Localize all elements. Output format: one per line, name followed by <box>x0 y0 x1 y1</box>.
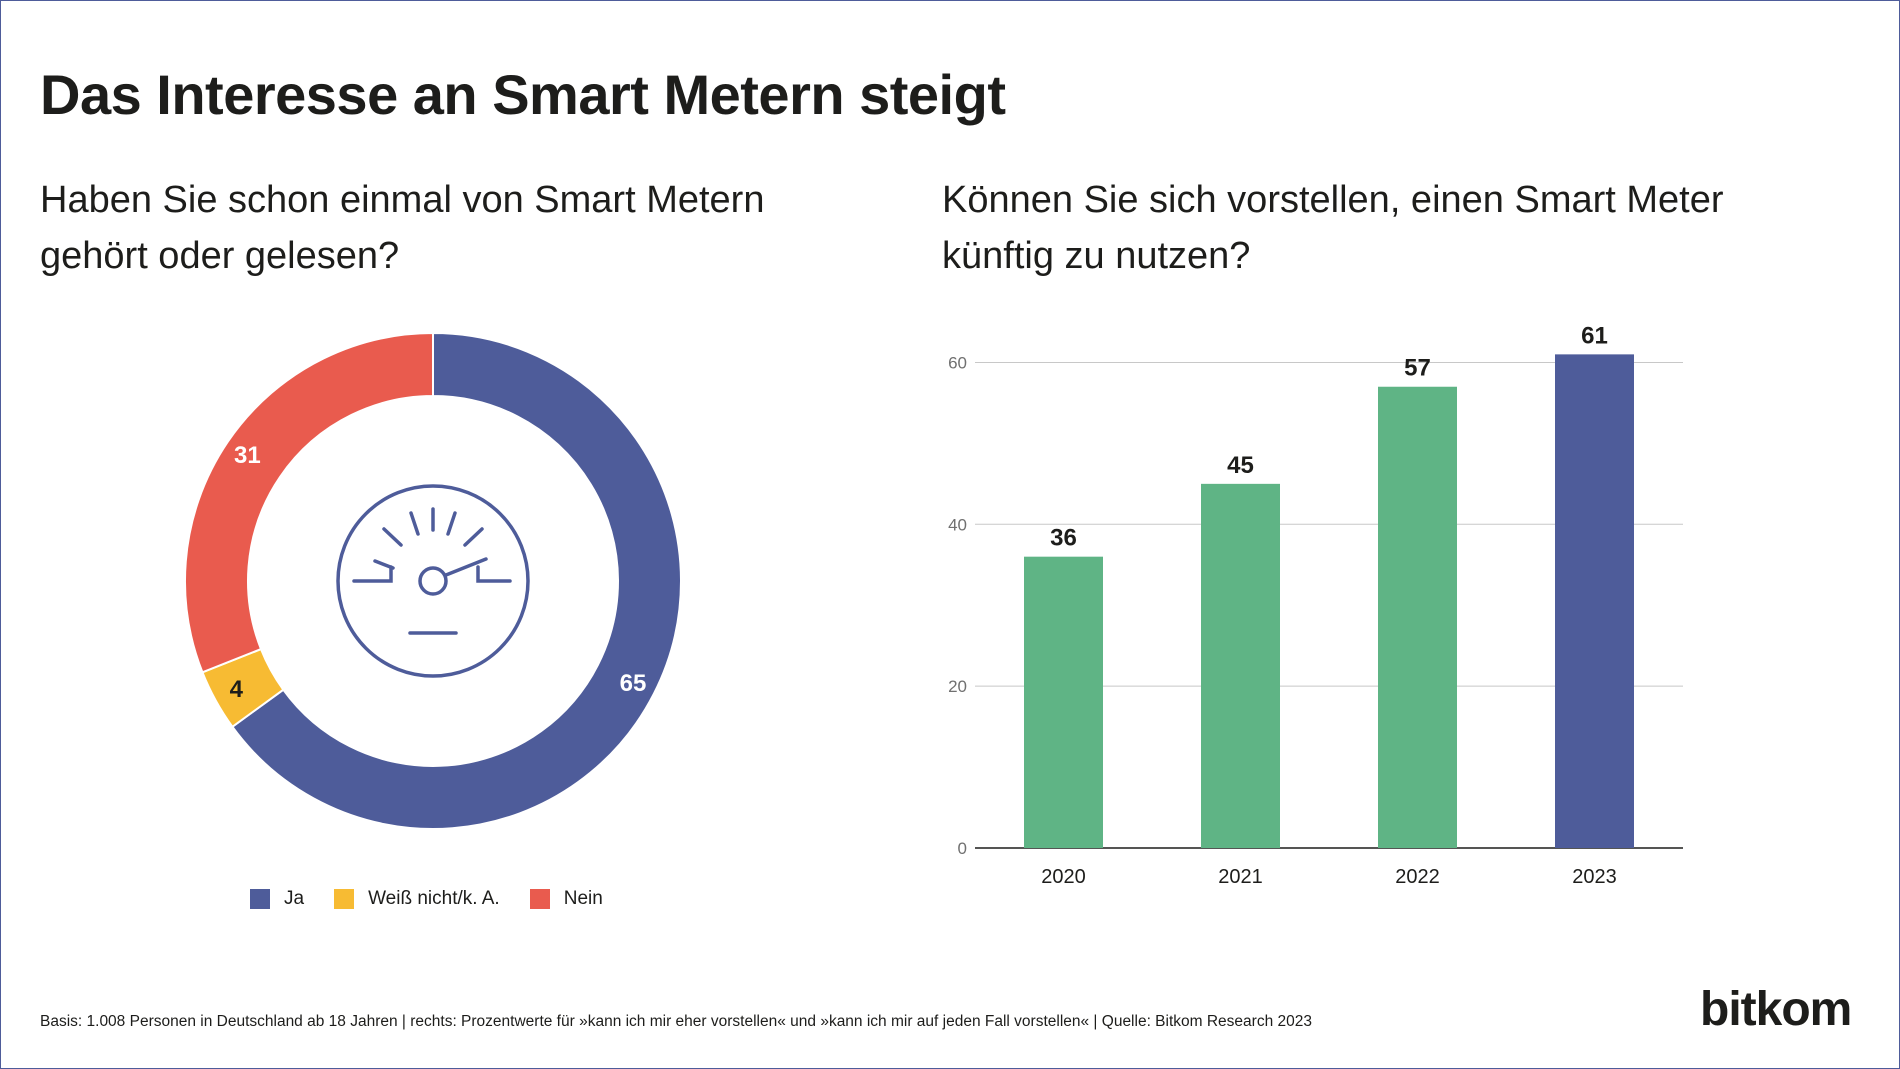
y-tick-label-20: 20 <box>948 677 967 696</box>
legend-swatch-ja <box>250 889 270 909</box>
bar-2023 <box>1555 354 1634 848</box>
donut-label-ja: 65 <box>620 670 647 697</box>
bar-value-label-2022: 57 <box>1404 355 1431 382</box>
bar-value-label-2021: 45 <box>1227 452 1254 479</box>
legend-item-nein: Nein <box>529 888 603 910</box>
y-tick-label-40: 40 <box>948 515 967 534</box>
bar-question: Können Sie sich vorstellen, einen Smart … <box>942 179 1724 277</box>
gauge-icon <box>336 484 530 678</box>
x-tick-label-2023: 2023 <box>1572 866 1617 888</box>
bar-x-tick-labels: 2020 2021 2022 2023 <box>1041 866 1617 888</box>
donut-slice-ja <box>230 331 682 830</box>
legend-item-weiss-nicht: Weiß nicht/k. A. <box>334 888 500 910</box>
bar-2021 <box>1201 483 1280 848</box>
bar-bars <box>1024 354 1634 848</box>
legend-label-ja: Ja <box>284 888 305 909</box>
donut-slice-nein <box>184 331 434 674</box>
bar-y-tick-labels: 0 20 40 60 <box>948 353 967 858</box>
y-tick-label-0: 0 <box>958 839 967 858</box>
x-tick-label-2021: 2021 <box>1218 866 1263 888</box>
donut-slices <box>184 331 682 830</box>
legend-swatch-weiss-nicht <box>334 889 355 909</box>
legend-swatch-nein <box>529 889 550 909</box>
y-tick-label-60: 60 <box>948 353 967 372</box>
legend-label-weiss-nicht: Weiß nicht/k. A. <box>368 888 500 909</box>
donut-labels: 65 4 31 <box>230 442 647 703</box>
x-tick-label-2020: 2020 <box>1041 866 1086 888</box>
x-tick-label-2022: 2022 <box>1395 866 1440 888</box>
bar-value-label-2020: 36 <box>1050 525 1077 552</box>
bar-value-label-2023: 61 <box>1581 322 1608 349</box>
bar-2020 <box>1024 556 1103 848</box>
footnote: Basis: 1.008 Personen in Deutschland ab … <box>40 1013 1312 1030</box>
bitkom-logo: bitkom <box>1700 983 1852 1036</box>
legend-label-nein: Nein <box>563 888 603 909</box>
donut-question: Haben Sie schon einmal von Smart Metern … <box>40 179 765 277</box>
donut-label-nein: 31 <box>234 442 261 469</box>
bar-value-labels: 36 45 57 61 <box>1050 322 1608 551</box>
legend-item-ja: Ja <box>250 888 304 910</box>
donut-legend: Ja Weiß nicht/k. A. Nein <box>250 888 603 910</box>
bar-2022 <box>1378 386 1457 848</box>
main-title: Das Interesse an Smart Metern steigt <box>40 63 1006 126</box>
donut-label-weiss-nicht: 4 <box>230 676 244 703</box>
